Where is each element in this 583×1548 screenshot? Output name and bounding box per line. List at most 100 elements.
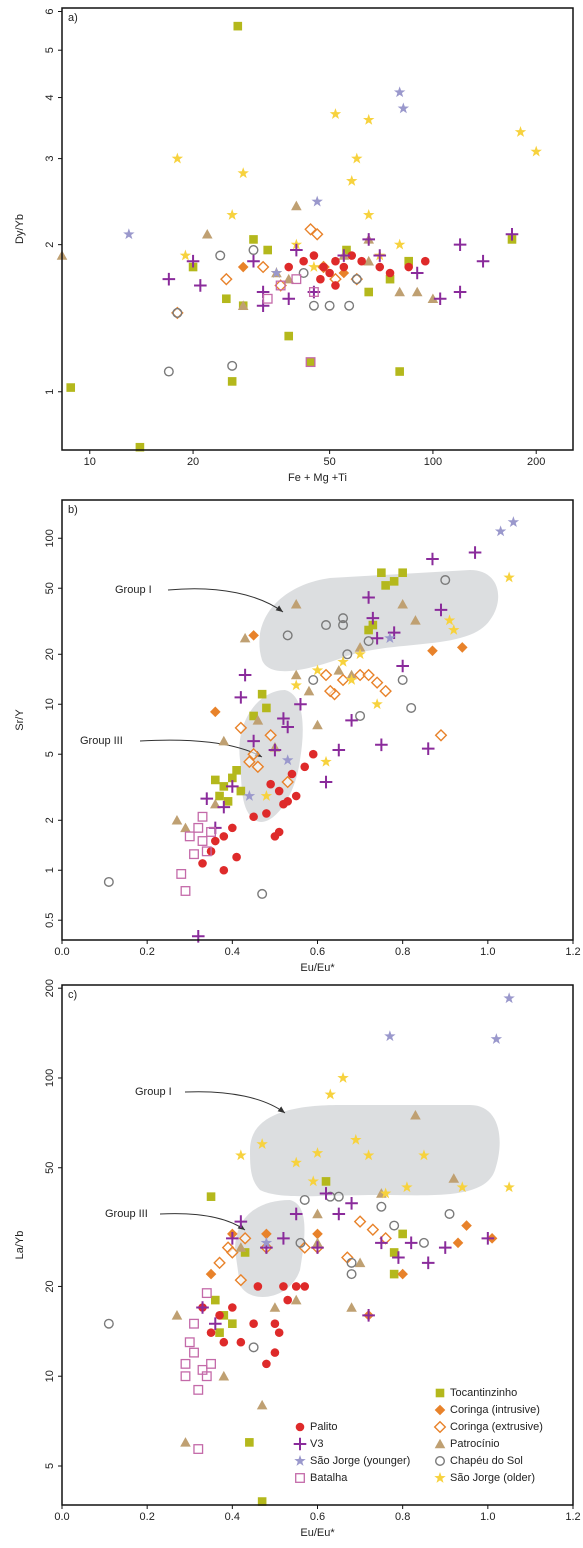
marker bbox=[218, 1370, 230, 1381]
marker bbox=[311, 1241, 324, 1254]
marker bbox=[233, 21, 243, 31]
marker bbox=[398, 1229, 407, 1239]
marker bbox=[394, 286, 405, 297]
marker bbox=[503, 571, 515, 583]
y-tick-label: 5 bbox=[44, 47, 56, 53]
marker bbox=[232, 766, 241, 775]
marker bbox=[206, 1358, 216, 1369]
marker bbox=[306, 357, 315, 367]
marker bbox=[421, 1256, 435, 1270]
marker bbox=[309, 251, 319, 260]
marker bbox=[435, 1455, 446, 1466]
marker bbox=[290, 1156, 302, 1168]
marker bbox=[396, 659, 409, 673]
marker bbox=[427, 645, 438, 657]
marker bbox=[337, 249, 351, 262]
marker bbox=[201, 229, 213, 239]
marker bbox=[507, 516, 520, 528]
marker bbox=[227, 377, 237, 386]
marker bbox=[321, 620, 332, 631]
marker bbox=[331, 281, 340, 290]
group-i-region bbox=[259, 570, 499, 672]
marker bbox=[308, 749, 318, 759]
marker bbox=[397, 674, 408, 685]
marker bbox=[238, 1232, 252, 1245]
marker bbox=[260, 1236, 273, 1248]
marker bbox=[389, 1220, 400, 1231]
marker bbox=[434, 729, 448, 742]
marker bbox=[232, 852, 241, 862]
legend-label: Palito bbox=[310, 1421, 338, 1433]
marker bbox=[247, 734, 260, 748]
marker bbox=[269, 1302, 281, 1312]
x-tick-label: 0.8 bbox=[395, 946, 410, 958]
marker bbox=[453, 285, 467, 299]
marker bbox=[200, 792, 214, 805]
marker bbox=[248, 1342, 259, 1353]
marker bbox=[256, 1399, 268, 1410]
marker bbox=[184, 1337, 195, 1348]
marker bbox=[307, 1175, 319, 1187]
arrow bbox=[167, 588, 284, 613]
x-tick-label: 0.2 bbox=[140, 946, 155, 958]
marker bbox=[448, 624, 460, 635]
marker bbox=[237, 300, 249, 310]
marker bbox=[163, 366, 174, 377]
y-tick-label: 6 bbox=[44, 8, 56, 14]
marker bbox=[211, 836, 220, 846]
arrow bbox=[159, 1213, 246, 1231]
marker bbox=[434, 603, 448, 617]
marker bbox=[357, 256, 366, 266]
y-tick-label: 3 bbox=[44, 156, 56, 162]
marker bbox=[370, 676, 384, 689]
marker bbox=[243, 755, 256, 769]
marker bbox=[503, 1181, 515, 1193]
marker bbox=[333, 1191, 344, 1202]
marker bbox=[456, 1181, 468, 1193]
marker bbox=[345, 673, 358, 685]
marker bbox=[376, 1201, 387, 1212]
marker bbox=[189, 1318, 199, 1329]
marker bbox=[410, 615, 421, 625]
marker bbox=[316, 274, 325, 284]
y-tick-label: 100 bbox=[44, 529, 56, 547]
marker bbox=[291, 200, 302, 211]
marker bbox=[329, 108, 342, 119]
marker bbox=[321, 1177, 331, 1186]
marker bbox=[433, 1420, 447, 1434]
marker bbox=[215, 1311, 224, 1320]
marker bbox=[503, 992, 515, 1004]
marker bbox=[443, 614, 456, 626]
marker bbox=[362, 668, 375, 682]
marker bbox=[234, 1273, 248, 1287]
marker bbox=[281, 754, 294, 766]
marker bbox=[299, 256, 308, 266]
marker bbox=[346, 1269, 357, 1280]
marker bbox=[247, 254, 260, 268]
marker bbox=[201, 846, 212, 857]
marker bbox=[223, 797, 233, 806]
marker bbox=[308, 287, 319, 297]
marker bbox=[300, 1282, 310, 1291]
marker bbox=[362, 1149, 375, 1161]
marker bbox=[344, 300, 355, 311]
marker bbox=[381, 581, 390, 590]
y-tick-label: 1 bbox=[44, 389, 56, 395]
marker bbox=[311, 1147, 324, 1158]
marker bbox=[201, 1371, 212, 1382]
marker bbox=[308, 674, 319, 685]
marker bbox=[228, 823, 237, 833]
marker bbox=[123, 228, 135, 240]
marker bbox=[351, 152, 363, 164]
marker bbox=[249, 235, 258, 244]
marker bbox=[389, 1269, 399, 1279]
panel-label: a) bbox=[68, 12, 78, 24]
marker bbox=[197, 836, 208, 846]
marker bbox=[264, 729, 277, 742]
marker bbox=[319, 775, 333, 789]
marker bbox=[337, 1071, 349, 1083]
marker bbox=[260, 790, 273, 801]
marker bbox=[189, 849, 199, 860]
marker bbox=[176, 868, 187, 879]
x-tick-label: 1.0 bbox=[480, 946, 495, 958]
